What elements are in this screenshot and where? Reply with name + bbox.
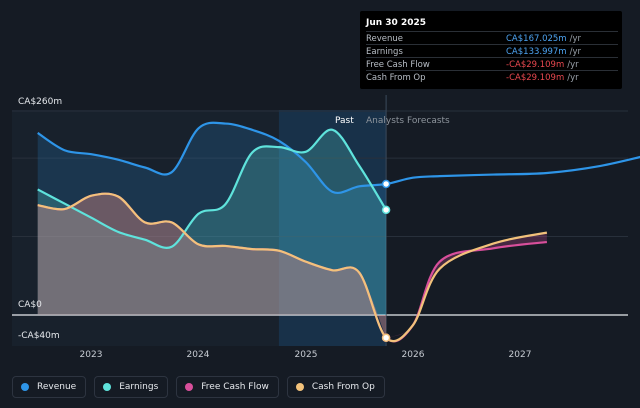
tooltip-date: Jun 30 2025 bbox=[366, 18, 427, 28]
legend-dot-icon bbox=[103, 383, 112, 391]
x-tick-label: 2026 bbox=[401, 350, 425, 360]
tooltip-label: Cash From Op bbox=[366, 72, 426, 83]
legend-label: Earnings bbox=[119, 382, 159, 392]
tooltip-value: -CA$29.109m bbox=[506, 72, 565, 83]
forecast-gap-area bbox=[386, 232, 547, 338]
tooltip-unit: /yr bbox=[569, 33, 581, 44]
earnings-area bbox=[37, 129, 387, 315]
cash-from-op-line bbox=[37, 192, 548, 343]
earnings-marker bbox=[381, 205, 391, 215]
tooltip-row-earnings: Earnings CA$133.997m /yr bbox=[366, 44, 618, 58]
highlight-band bbox=[278, 110, 387, 346]
legend: Revenue Earnings Free Cash Flow Cash Fro… bbox=[12, 376, 385, 398]
cash-from-op-area bbox=[37, 193, 387, 338]
legend-label: Cash From Op bbox=[311, 382, 375, 392]
x-tick-label: 2023 bbox=[79, 350, 103, 360]
x-tick-label: 2025 bbox=[294, 350, 318, 360]
x-tick-label: 2024 bbox=[186, 350, 210, 360]
tooltip-label: Earnings bbox=[366, 46, 403, 57]
earnings-line bbox=[37, 128, 388, 249]
tooltip-row-revenue: Revenue CA$167.025m /yr bbox=[366, 31, 618, 45]
cash-from-op-marker bbox=[381, 333, 391, 343]
tooltip-label: Free Cash Flow bbox=[366, 59, 430, 70]
past-label: Past bbox=[335, 116, 354, 126]
tooltip-value: CA$133.997m bbox=[506, 46, 567, 57]
legend-item-free-cash-flow[interactable]: Free Cash Flow bbox=[176, 376, 279, 398]
y-tick-label-top: CA$260m bbox=[18, 97, 63, 107]
free-cash-flow-area bbox=[37, 193, 387, 338]
tooltip-row-free-cash-flow: Free Cash Flow -CA$29.109m /yr bbox=[366, 57, 618, 71]
legend-dot-icon bbox=[21, 383, 29, 391]
y-tick-label-bottom: -CA$40m bbox=[18, 331, 60, 341]
revenue-marker bbox=[381, 179, 391, 189]
tooltip-value: -CA$29.109m bbox=[506, 59, 565, 70]
legend-item-cash-from-op[interactable]: Cash From Op bbox=[286, 376, 385, 398]
tooltip: Jun 30 2025 Revenue CA$167.025m /yr Earn… bbox=[360, 11, 622, 89]
y-tick-label-zero: CA$0 bbox=[18, 300, 42, 310]
tooltip-unit: /yr bbox=[567, 59, 579, 70]
revenue-area bbox=[37, 122, 387, 315]
tooltip-unit: /yr bbox=[567, 72, 579, 83]
legend-item-earnings[interactable]: Earnings bbox=[94, 376, 169, 398]
legend-dot-icon bbox=[185, 383, 194, 391]
legend-label: Free Cash Flow bbox=[201, 382, 269, 392]
tooltip-row-cash-from-op: Cash From Op -CA$29.109m /yr bbox=[366, 70, 618, 84]
forecast-label: Analysts Forecasts bbox=[366, 116, 450, 126]
legend-dot-icon bbox=[295, 383, 304, 391]
x-tick-label: 2027 bbox=[508, 350, 532, 360]
tooltip-value: CA$167.025m bbox=[506, 33, 567, 44]
legend-label: Revenue bbox=[37, 382, 77, 392]
legend-item-revenue[interactable]: Revenue bbox=[12, 376, 87, 398]
tooltip-unit: /yr bbox=[569, 46, 581, 57]
tooltip-label: Revenue bbox=[366, 33, 404, 44]
